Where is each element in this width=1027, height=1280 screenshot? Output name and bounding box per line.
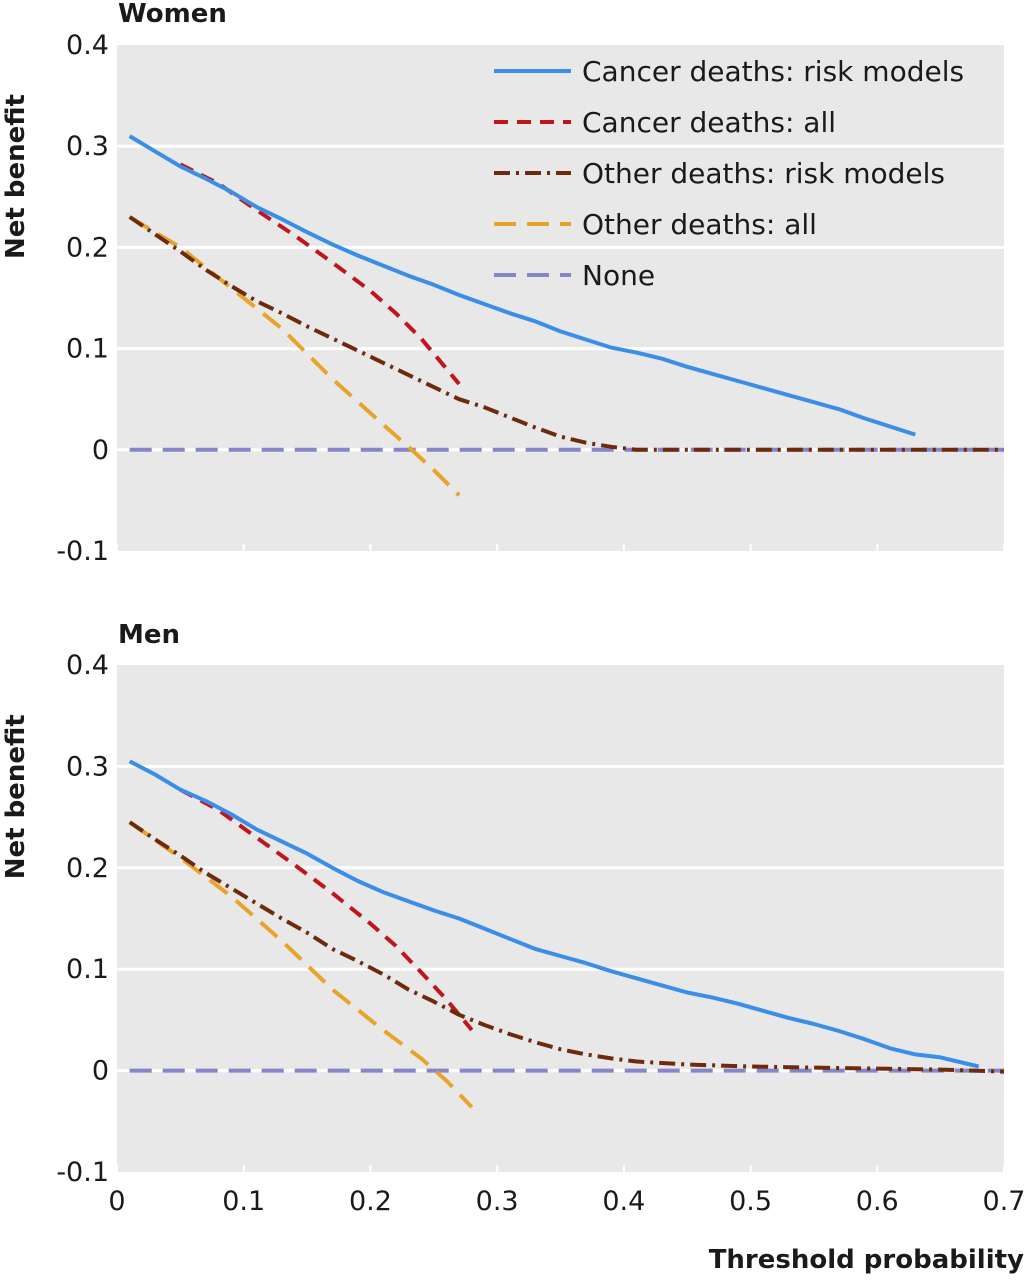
x-tick-label: 0.2 xyxy=(349,1186,392,1217)
y-tick-label: 0.2 xyxy=(66,232,109,263)
y-tick-label: -0.1 xyxy=(56,536,109,567)
y-tick-label: 0 xyxy=(92,1056,109,1087)
plot-background xyxy=(117,45,1004,551)
legend-label: Cancer deaths: all xyxy=(582,106,836,139)
y-axis-title: Net benefit xyxy=(1,94,31,259)
legend-label: Cancer deaths: risk models xyxy=(582,55,964,88)
panel-men: -0.100.10.20.30.40 0.1 0.2 0.3 0.4 0.5 0.6 0.7M… xyxy=(1,620,1025,1275)
y-axis-title: Net benefit xyxy=(1,714,31,879)
legend-label: Other deaths: all xyxy=(582,208,817,241)
series-line-other-deaths-risk-models xyxy=(128,820,1005,1074)
y-tick-label: 0.4 xyxy=(66,30,109,61)
y-tick-label: 0.4 xyxy=(66,650,109,681)
series-line-other-deaths-all xyxy=(128,820,474,1109)
series-line-cancer-deaths-all xyxy=(179,787,474,1032)
x-tick-label: 0.1 xyxy=(222,1186,265,1217)
y-tick-label: 0.3 xyxy=(66,751,109,782)
panel-women: -0.1 0 0.1 0.2 0.3 0.4 Women Net benefit Cancer … xyxy=(1,0,1005,567)
x-tick-label: 0.5 xyxy=(729,1186,772,1217)
y-tick-label: 0.3 xyxy=(66,131,109,162)
y-tick-label: 0 xyxy=(92,435,109,466)
series-line-cancer-deaths-risk-models xyxy=(128,759,980,1069)
x-tick-label: 0.3 xyxy=(476,1186,519,1217)
y-tick-label: -0.1 xyxy=(56,1157,109,1188)
x-axis-title: Threshold probability xyxy=(709,1245,1024,1275)
x-tick-label: 0 xyxy=(108,1186,125,1217)
y-tick-label: 0.1 xyxy=(66,954,109,985)
series-line-other-deaths-risk-models xyxy=(128,215,1004,452)
panel-title: Women xyxy=(118,0,227,29)
y-tick-label: 0.1 xyxy=(66,334,109,365)
x-tick-label: 0.4 xyxy=(602,1186,645,1217)
y-tick-label: 0.2 xyxy=(66,853,109,884)
legend-label: Other deaths: risk models xyxy=(582,157,945,190)
series-line-cancer-deaths-risk-models xyxy=(128,134,916,437)
series-line-other-deaths-all xyxy=(128,215,461,497)
x-tick-label: 0.6 xyxy=(856,1186,899,1217)
legend: Cancer deaths: risk models Cancer deaths:… xyxy=(494,55,964,292)
plot-background xyxy=(117,665,1004,1172)
x-tick-label: 0.7 xyxy=(983,1186,1026,1217)
legend-label: None xyxy=(582,259,655,292)
panel-title: Men xyxy=(118,620,180,650)
